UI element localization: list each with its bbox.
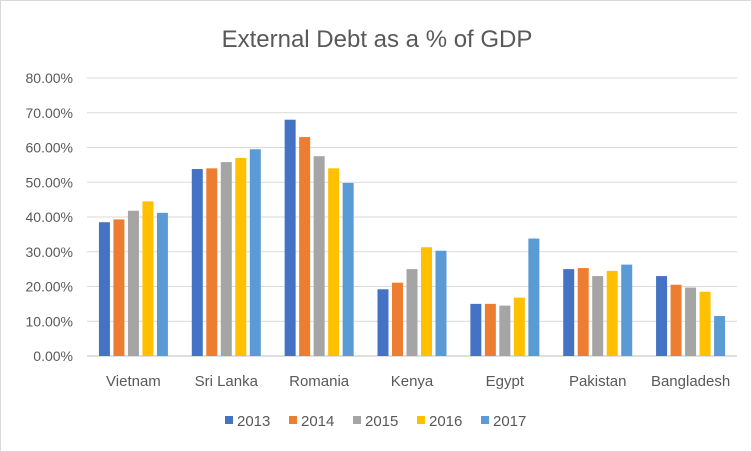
bar-kenya-2017 [435, 250, 447, 356]
bar-romania-2017 [342, 182, 354, 356]
legend-label: 2017 [493, 413, 526, 430]
bar-bangladesh-2016 [699, 291, 711, 356]
legend-swatch-2014 [289, 416, 297, 424]
bar-vietnam-2017 [156, 212, 168, 356]
bar-egypt-2014 [484, 303, 496, 356]
bar-pakistan-2013 [563, 269, 575, 356]
y-axis-tick-labels: 0.00% 10.00% 20.00% 30.00% 40.00% 50.00% 60.00… [26, 70, 73, 364]
legend-label: 2014 [301, 413, 334, 430]
bar-kenya-2016 [421, 247, 432, 356]
bar-bangladesh-2014 [670, 284, 682, 356]
y-tick-label: 30.00% [26, 244, 73, 260]
bars [98, 119, 726, 356]
bar-sri-lanka-2013 [191, 169, 203, 356]
y-tick-label: 20.00% [26, 279, 73, 295]
bar-kenya-2013 [377, 289, 389, 356]
bar-romania-2015 [313, 156, 325, 356]
bar-egypt-2015 [499, 305, 511, 356]
legend-swatch-2013 [225, 416, 233, 424]
bar-bangladesh-2013 [656, 276, 668, 356]
category-label: Sri Lanka [195, 373, 259, 390]
bar-vietnam-2015 [127, 210, 139, 356]
legend-label: 2015 [365, 413, 398, 430]
y-tick-label: 40.00% [26, 209, 73, 225]
bar-romania-2013 [284, 119, 296, 356]
category-label: Vietnam [106, 373, 161, 390]
y-tick-label: 80.00% [26, 70, 73, 86]
bar-sri-lanka-2014 [206, 168, 218, 356]
bar-egypt-2017 [528, 238, 540, 356]
bar-romania-2016 [328, 168, 340, 356]
y-tick-label: 0.00% [33, 348, 73, 364]
bar-vietnam-2013 [98, 222, 110, 356]
bar-pakistan-2015 [592, 276, 604, 356]
bar-pakistan-2016 [606, 270, 618, 356]
legend: 2013 2014 2015 2016 2017 [225, 413, 526, 430]
bar-egypt-2016 [513, 297, 525, 356]
bar-vietnam-2014 [113, 219, 125, 356]
bar-egypt-2013 [470, 303, 482, 356]
bar-sri-lanka-2015 [220, 162, 232, 356]
bar-bangladesh-2017 [714, 316, 726, 356]
bar-romania-2014 [299, 137, 311, 356]
bar-pakistan-2014 [577, 268, 589, 356]
bar-vietnam-2016 [142, 201, 154, 356]
bar-sri-lanka-2016 [235, 157, 247, 356]
y-tick-label: 60.00% [26, 140, 73, 156]
y-tick-label: 70.00% [26, 105, 73, 121]
category-label: Bangladesh [651, 373, 730, 390]
legend-label: 2016 [429, 413, 462, 430]
chart-title: External Debt as a % of GDP [222, 26, 533, 53]
bar-pakistan-2017 [621, 264, 633, 356]
y-tick-label: 50.00% [26, 174, 73, 190]
category-label: Kenya [391, 373, 434, 390]
legend-swatch-2017 [481, 416, 489, 424]
bar-kenya-2014 [392, 282, 403, 356]
legend-label: 2013 [237, 413, 270, 430]
legend-swatch-2016 [417, 416, 425, 424]
category-label: Pakistan [569, 373, 627, 390]
category-label: Egypt [486, 373, 525, 390]
y-tick-label: 10.00% [26, 313, 73, 329]
bar-kenya-2015 [406, 269, 418, 356]
legend-swatch-2015 [353, 416, 361, 424]
bar-bangladesh-2015 [685, 287, 697, 356]
x-axis-category-labels: Vietnam Sri Lanka Romania Kenya Egypt Pakista… [106, 373, 730, 390]
category-label: Romania [289, 373, 350, 390]
bar-sri-lanka-2017 [249, 149, 261, 356]
